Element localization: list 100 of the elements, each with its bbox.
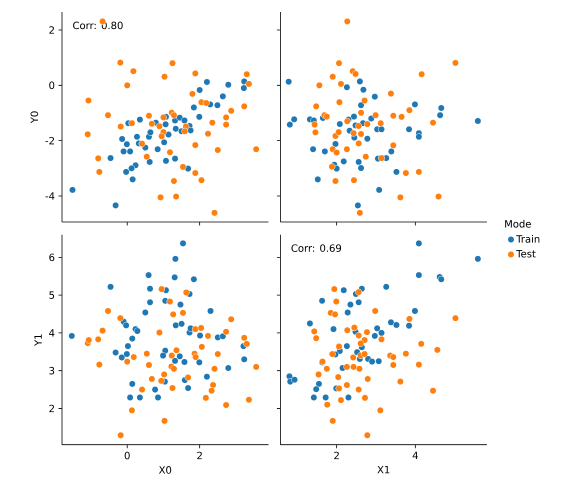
- point: [117, 123, 124, 130]
- point: [360, 86, 367, 94]
- point: [222, 114, 230, 121]
- point: [240, 356, 248, 363]
- point: [406, 106, 413, 114]
- point: [172, 255, 179, 262]
- point: [324, 401, 331, 408]
- point: [104, 308, 112, 314]
- point: [204, 130, 212, 138]
- point: [122, 322, 130, 329]
- point: [358, 164, 364, 172]
- point: [129, 176, 136, 183]
- point: [350, 363, 358, 370]
- point: [154, 146, 162, 153]
- point: [104, 112, 112, 119]
- point: [170, 178, 178, 184]
- point: [438, 276, 445, 283]
- point: [336, 120, 344, 128]
- point: [452, 59, 459, 66]
- point: [196, 86, 204, 94]
- point: [355, 140, 362, 147]
- point: [315, 370, 322, 378]
- point: [187, 126, 194, 134]
- point: [112, 349, 120, 356]
- point: [372, 112, 380, 119]
- point: [214, 102, 221, 109]
- point: [123, 350, 130, 358]
- point: [312, 334, 320, 342]
- point: [290, 116, 298, 123]
- point: [322, 394, 330, 401]
- point: [118, 354, 126, 361]
- point: [204, 332, 212, 340]
- point: [343, 363, 350, 370]
- point: [172, 155, 178, 162]
- point: [323, 113, 330, 120]
- point: [415, 361, 422, 368]
- point: [166, 148, 174, 156]
- point: [418, 340, 425, 348]
- point: [124, 82, 131, 89]
- y-tick-label: -4: [45, 192, 54, 200]
- point: [176, 352, 184, 360]
- point: [180, 240, 186, 247]
- point: [181, 358, 188, 366]
- point: [402, 170, 410, 176]
- point: [84, 130, 92, 138]
- point: [474, 255, 482, 262]
- point: [356, 209, 364, 216]
- x-tick-label: 0: [124, 452, 130, 460]
- point: [336, 60, 342, 67]
- point: [345, 394, 352, 401]
- point: [363, 328, 370, 336]
- point: [192, 70, 199, 77]
- point: [156, 122, 163, 130]
- point: [344, 18, 351, 25]
- point: [358, 130, 364, 138]
- point: [340, 286, 348, 294]
- y-tick-label: -2: [45, 136, 54, 144]
- point: [285, 78, 292, 86]
- point: [387, 318, 394, 326]
- point: [116, 314, 124, 322]
- point: [156, 329, 163, 336]
- point: [172, 125, 180, 132]
- point: [355, 288, 362, 296]
- point: [340, 158, 348, 165]
- point: [130, 354, 138, 361]
- point: [143, 350, 150, 358]
- point: [316, 82, 323, 89]
- y-tick-label: 3: [49, 366, 54, 374]
- point: [355, 122, 362, 130]
- point: [107, 283, 114, 290]
- point: [122, 168, 130, 176]
- point: [310, 328, 318, 335]
- point: [402, 350, 410, 358]
- point: [330, 326, 337, 333]
- point: [336, 384, 342, 392]
- point: [136, 394, 144, 401]
- point: [332, 140, 339, 148]
- point: [350, 176, 358, 184]
- y-tick-label: 5: [49, 291, 54, 299]
- point: [368, 115, 375, 122]
- point: [434, 346, 441, 354]
- point: [69, 186, 76, 194]
- point: [192, 354, 200, 361]
- point: [411, 308, 418, 314]
- point: [181, 128, 188, 135]
- point: [146, 285, 154, 292]
- point: [146, 128, 154, 136]
- point: [376, 406, 384, 414]
- point: [312, 128, 319, 136]
- point: [362, 394, 368, 402]
- x-axis-title: X1: [377, 466, 390, 474]
- point: [180, 163, 186, 170]
- point: [310, 394, 318, 401]
- point: [390, 112, 397, 120]
- point: [415, 168, 422, 176]
- point: [356, 78, 364, 85]
- point: [355, 158, 362, 166]
- point: [173, 346, 180, 354]
- point: [430, 119, 436, 126]
- point: [474, 118, 482, 124]
